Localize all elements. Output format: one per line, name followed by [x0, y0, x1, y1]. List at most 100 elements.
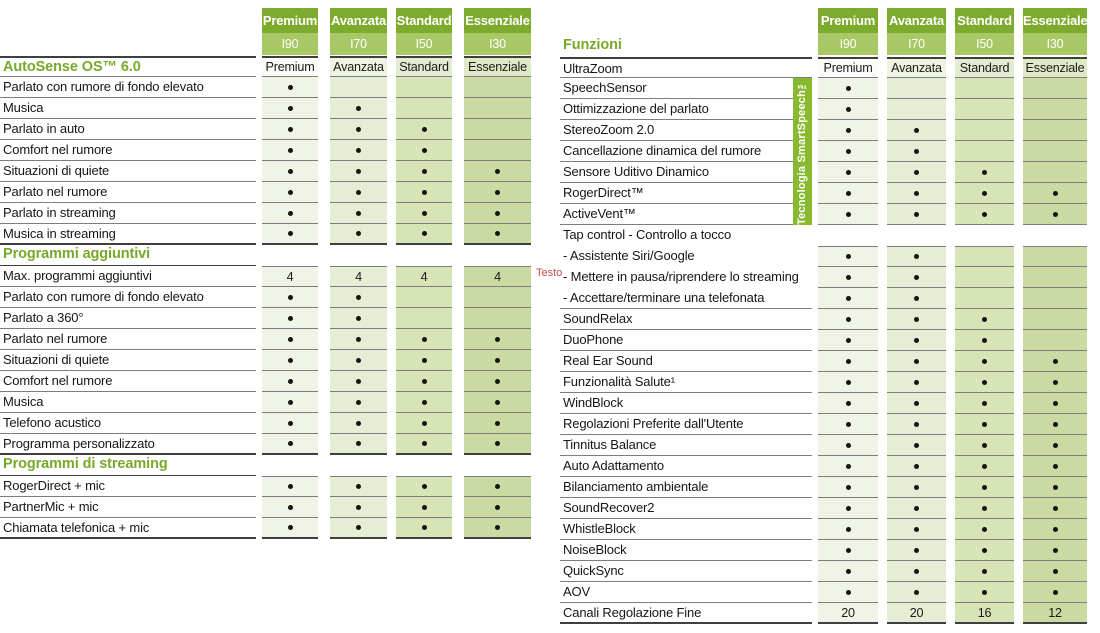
- tier-name: Essenziale: [464, 8, 531, 33]
- column-gutter: [452, 413, 464, 434]
- tier-cell: [887, 351, 946, 372]
- tier-cell: [464, 350, 531, 371]
- dot-icon: [495, 420, 500, 426]
- column-gutter: [1014, 141, 1023, 162]
- section-heading: Programmi aggiuntivi: [0, 245, 256, 266]
- tier-cell: [464, 518, 531, 539]
- table-row: Telefono acustico: [0, 413, 531, 434]
- tier-cell: [396, 392, 452, 413]
- column-gutter: [878, 414, 887, 435]
- tier-cell: [262, 371, 318, 392]
- tier-cell: [887, 99, 946, 120]
- dot-icon: [287, 504, 293, 510]
- tier-cell: [464, 287, 531, 308]
- column-gutter: [946, 498, 955, 519]
- dot-icon: [495, 210, 500, 216]
- table-row: Funzioni: [560, 36, 1100, 57]
- feature-label: Chiamata telefonica + mic: [0, 518, 256, 539]
- dot-icon: [421, 147, 427, 153]
- tier-cell: [262, 476, 318, 497]
- tier-cell: [262, 287, 318, 308]
- tier-cell: [887, 477, 946, 498]
- table-row: Musica: [0, 98, 531, 119]
- feature-label: Comfort nel rumore: [0, 371, 256, 392]
- column-gutter: [946, 519, 955, 540]
- feature-label: SpeechSensor: [560, 78, 812, 99]
- tier-cell: [464, 329, 531, 350]
- dot-icon: [914, 484, 919, 490]
- column-gutter: [946, 435, 955, 456]
- tier-cell: [262, 182, 318, 203]
- tier-code: I70: [330, 33, 387, 55]
- dot-icon: [287, 84, 293, 90]
- dot-icon: [1052, 526, 1058, 532]
- column-gutter: [452, 434, 464, 455]
- dot-icon: [845, 379, 851, 385]
- column-gutter: [318, 287, 330, 308]
- dot-icon: [287, 378, 293, 384]
- tier-cell: [887, 141, 946, 162]
- tier-cell: [330, 98, 387, 119]
- dot-icon: [1052, 568, 1058, 574]
- tier-cell: [396, 287, 452, 308]
- column-gutter: [387, 371, 396, 392]
- table-row: - Mettere in pausa/riprendere lo streami…: [560, 267, 1100, 288]
- tier-cell: [262, 413, 318, 434]
- column-gutter: [946, 288, 955, 309]
- table-row: RogerDirect + mic: [0, 476, 531, 497]
- column-gutter: [452, 182, 464, 203]
- column-gutter: [946, 456, 955, 477]
- column-gutter: [1014, 477, 1023, 498]
- column-gutter: [946, 78, 955, 99]
- table-row: WindBlock: [560, 393, 1100, 414]
- dot-icon: [287, 126, 293, 132]
- column-gutter: [946, 57, 955, 78]
- dot-icon: [356, 420, 361, 426]
- dot-icon: [421, 378, 427, 384]
- feature-label: RogerDirect + mic: [0, 476, 256, 497]
- column-gutter: [878, 288, 887, 309]
- table-row: QuickSync: [560, 561, 1100, 582]
- feature-label: AutoSense OS™ 6.0: [0, 56, 256, 77]
- funzioni-table: Premium I90 Avanzata I70 Standard I50 Essenzia…: [560, 0, 1100, 633]
- dot-icon: [845, 547, 851, 553]
- feature-label: RogerDirect™: [560, 183, 812, 204]
- dot-icon: [982, 169, 987, 175]
- tier-cell: 16: [955, 603, 1014, 624]
- dot-icon: [421, 189, 427, 195]
- tier-cell: [955, 519, 1014, 540]
- dot-icon: [982, 589, 987, 595]
- column-gutter: [387, 308, 396, 329]
- dot-icon: [982, 463, 987, 469]
- tier-cell: [396, 98, 452, 119]
- table-row: Auto Adattamento: [560, 456, 1100, 477]
- column-gutter: [878, 246, 887, 267]
- column-gutter: [318, 350, 330, 371]
- column-gutter: [1014, 435, 1023, 456]
- tier-cell: [1023, 183, 1087, 204]
- table-row: SoundRelax: [560, 309, 1100, 330]
- dot-icon: [356, 189, 361, 195]
- column-gutter: [318, 161, 330, 182]
- dot-icon: [495, 399, 500, 405]
- column-gutter: [318, 308, 330, 329]
- tier-cell: [887, 372, 946, 393]
- column-gutter: [1014, 393, 1023, 414]
- feature-label: Funzionalità Salute¹: [560, 372, 812, 393]
- tier-cell: [262, 224, 318, 245]
- tier-cell: [955, 435, 1014, 456]
- column-gutter: [452, 56, 464, 77]
- dot-icon: [287, 210, 293, 216]
- column-gutter: [946, 414, 955, 435]
- tier-cell: [1023, 141, 1087, 162]
- column-gutter: [1014, 582, 1023, 603]
- tier-cell: [955, 561, 1014, 582]
- dot-icon: [982, 526, 987, 532]
- column-gutter: [318, 182, 330, 203]
- tier-cell: [887, 183, 946, 204]
- dot-icon: [356, 484, 361, 489]
- tier-cell: [1023, 372, 1087, 393]
- table-row: Funzionalità Salute¹: [560, 372, 1100, 393]
- tier-cell: Essenziale: [464, 56, 531, 77]
- dot-icon: [287, 105, 293, 111]
